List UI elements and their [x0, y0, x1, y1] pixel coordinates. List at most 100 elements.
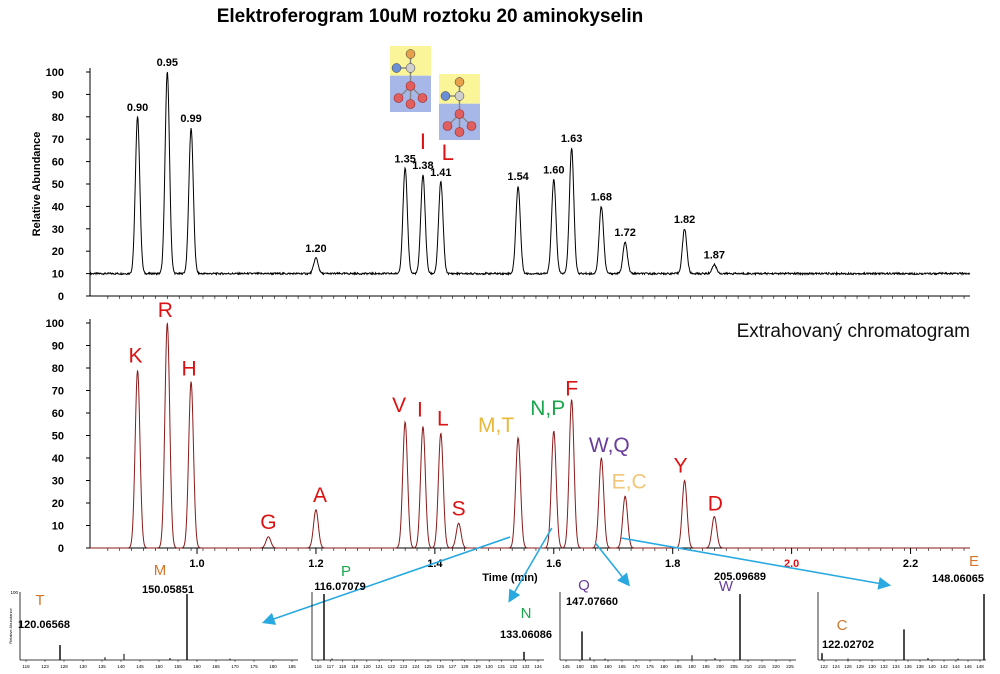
spectrum-link-arrow [594, 542, 630, 587]
mass-spectrum-2: 116 117 118 119 120 121 122 123 124 125 126 127 128 1… [311, 563, 552, 669]
spectrum-x-tick-label: 148 [976, 664, 984, 669]
peak-annotation-f: F [565, 378, 578, 401]
spectrum-x-tick-label: 128 [856, 664, 864, 669]
spectrum-mz-label: 120.06568 [18, 619, 70, 631]
spectrum-x-tick-label: 132 [510, 664, 518, 669]
peak-annotation-m-t: M,T [478, 414, 514, 437]
peak-annotation-d: D [708, 493, 723, 516]
peak-annotation-l: L [437, 407, 449, 430]
spectrum-letter-n: N [521, 605, 532, 622]
atom-side-chain [393, 93, 404, 103]
spectrum-x-tick-label: 200 [716, 664, 724, 669]
spectrum-x-tick-label: 138 [916, 664, 924, 669]
peak-label: 1.87 [704, 250, 725, 262]
mass-spectrum-4: 122 124 126 128 130 132 134 136 138 140 142 144 146 1… [817, 553, 986, 669]
spectrum-x-tick-label: 125 [424, 664, 432, 669]
peak-annotation-r: R [158, 299, 173, 322]
atom-side-chain [454, 127, 465, 137]
peak-label: 1.38 [412, 160, 433, 172]
spectrum-x-tick-label: 126 [844, 664, 852, 669]
bottom-y-tick-label: 0 [58, 543, 64, 555]
bottom-x-tick-label: 2.2 [903, 558, 918, 570]
spectrum-x-tick-label: 155 [590, 664, 598, 669]
peak-label: 1.41 [430, 167, 451, 179]
bottom-y-tick-label: 40 [52, 453, 64, 465]
peak-label: 1.20 [305, 243, 326, 255]
spectrum-x-tick-label: 170 [231, 664, 239, 669]
extracted-chromatogram-panel: 0 10 20 30 40 50 60 70 80 90 100 Extrahovaný chroma… [46, 299, 970, 584]
spectrum-x-tick-label: 175 [250, 664, 258, 669]
spectrum-x-tick-label: 130 [868, 664, 876, 669]
bottom-x-tick-label: 1.6 [546, 558, 561, 570]
top-y-tick-label: 0 [58, 291, 64, 303]
peak-annotation-y: Y [674, 455, 688, 478]
peak-annotation-s: S [452, 497, 466, 520]
peak-label: 1.72 [614, 227, 635, 239]
spectrum-x-tick-label: 160 [193, 664, 201, 669]
leucine-structure [439, 74, 480, 140]
peak-annotation-v: V [392, 394, 406, 417]
spectrum-arrows [261, 527, 892, 625]
spectrum-x-tick-label: 117 [327, 664, 335, 669]
eic-trace [90, 322, 970, 549]
bottom-y-tick-label: 60 [52, 408, 64, 420]
spectrum-letter-t: T [35, 592, 44, 609]
total-ion-chromatogram-panel: 0 10 20 30 40 50 60 70 80 90 100 Relative Abundance… [31, 57, 971, 303]
isoleucine-structure [390, 46, 431, 112]
spectrum-x-tick-label: 130 [79, 664, 87, 669]
spectrum-x-tick-label: 165 [618, 664, 626, 669]
spectrum-mz-label: 205.09689 [714, 571, 766, 583]
spectrum-x-tick-label: 145 [136, 664, 144, 669]
top-y-tick-label: 50 [52, 179, 64, 191]
spectrum-mz-label: 150.05851 [142, 584, 194, 596]
spectrum-x-tick-label: 155 [174, 664, 182, 669]
spectrum-y-tick-label: 100 [10, 590, 18, 595]
spectrum-x-tick-label: 126 [436, 664, 444, 669]
spectrum-x-tick-label: 150 [576, 664, 584, 669]
peak-label: 1.68 [591, 191, 612, 203]
spectrum-x-tick-label: 160 [604, 664, 612, 669]
bottom-x-tick-label: 1.0 [189, 558, 204, 570]
spectrum-letter-w: W [719, 578, 734, 595]
atom-oxygen [454, 77, 465, 87]
bottom-x-tick-label: 1.8 [665, 558, 680, 570]
atom-nitrogen [391, 63, 402, 73]
spectrum-x-tick-label: 180 [269, 664, 277, 669]
spectrum-x-tick-label: 144 [952, 664, 960, 669]
extracted-chromatogram-subtitle: Extrahovaný chromatogram [737, 321, 970, 342]
atom-side-chain [405, 99, 416, 109]
atom-nitrogen [440, 91, 451, 101]
top-y-axis-label: Relative Abundance [31, 132, 43, 237]
atom-oxygen [405, 49, 416, 59]
spectrum-x-tick-label: 123 [400, 664, 408, 669]
bottom-x-axis-label: Time (min) [482, 572, 538, 584]
spectrum-x-tick-label: 165 [212, 664, 220, 669]
spectrum-x-tick-label: 124 [412, 664, 420, 669]
spectrum-x-tick-label: 129 [473, 664, 481, 669]
atom-side-chain [442, 121, 453, 131]
top-y-tick-label: 70 [52, 134, 64, 146]
spectrum-x-tick-label: 122 [820, 664, 828, 669]
atom-side-chain [405, 81, 416, 91]
bottom-y-tick-label: 10 [52, 521, 64, 533]
bottom-y-tick-label: 70 [52, 386, 64, 398]
atom-side-chain [454, 109, 465, 119]
spectrum-x-tick-label: 140 [117, 664, 125, 669]
page-title: Elektroferogram 10uM roztoku 20 aminokys… [216, 6, 644, 27]
spectrum-x-tick-label: 118 [339, 664, 347, 669]
top-y-tick-label: 20 [52, 246, 64, 258]
spectrum-x-tick-label: 136 [904, 664, 912, 669]
spectrum-x-tick-label: 220 [772, 664, 780, 669]
mass-spectra-insets: 118 123 128 130 135 140 145 150 155 160 165 170 175 1… [8, 553, 986, 669]
spectrum-x-tick-label: 123 [41, 664, 49, 669]
peak-annotation-i: I [417, 399, 423, 422]
peak-annotation-e-c: E,C [612, 470, 647, 493]
spectrum-x-tick-label: 128 [60, 664, 68, 669]
spectrum-x-tick-label: 128 [461, 664, 469, 669]
spectrum-x-tick-label: 122 [388, 664, 396, 669]
peak-label: 1.54 [507, 171, 529, 183]
spectrum-letter-m: M [154, 562, 167, 579]
spectrum-mz-label: 122.02702 [822, 639, 874, 651]
peak-label: 0.95 [157, 57, 178, 69]
isomer-annotation-l: L [442, 140, 454, 165]
